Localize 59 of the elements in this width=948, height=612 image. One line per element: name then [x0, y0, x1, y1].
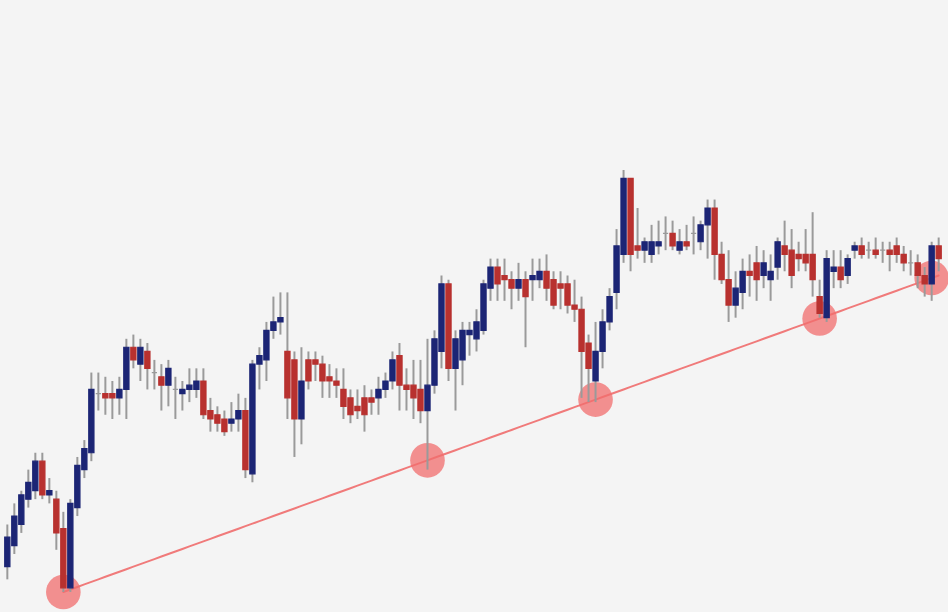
candlestick: [452, 329, 459, 412]
candlestick: [872, 236, 879, 260]
candlestick: [158, 363, 165, 412]
candlestick: [354, 388, 361, 420]
candlestick: [746, 253, 753, 298]
candlestick: [648, 223, 655, 264]
candlestick: [396, 342, 403, 412]
candlestick: [669, 219, 676, 252]
candlestick: [543, 253, 550, 302]
candlestick: [935, 236, 942, 273]
candlestick: [501, 257, 508, 302]
candlestick: [417, 358, 424, 425]
candlestick: [683, 223, 690, 252]
candlestick: [655, 219, 662, 256]
candlestick: [410, 358, 417, 420]
candlestick: [123, 337, 130, 420]
candlestick: [424, 337, 431, 471]
candlestick: [144, 342, 151, 391]
candlestick: [928, 240, 935, 302]
candlestick: [298, 346, 305, 446]
candlestick: [788, 228, 795, 290]
candlestick: [739, 257, 746, 311]
candlestick: [214, 405, 221, 433]
candlestick: [858, 236, 865, 260]
candlestick: [515, 261, 522, 302]
candlestick: [193, 367, 200, 399]
candlestick: [361, 384, 368, 433]
candlestick: [186, 367, 193, 404]
candlestick: [319, 354, 326, 399]
candlestick: [837, 249, 844, 290]
candlestick: [375, 375, 382, 416]
candlestick: [32, 451, 39, 501]
candlestick: [802, 228, 809, 273]
candlestick: [557, 270, 564, 311]
candlestick: [389, 350, 396, 391]
candlestick: [725, 249, 732, 323]
candlestick: [886, 240, 893, 273]
candlestick: [564, 274, 571, 315]
candlestick: [326, 363, 333, 399]
candlestick: [235, 392, 242, 433]
candlestick: [704, 198, 711, 260]
point: [410, 443, 445, 478]
candlestick: [130, 333, 137, 370]
candlestick: [914, 253, 921, 290]
candlestick: [109, 380, 116, 420]
candlestick: [221, 409, 228, 437]
candlestick: [137, 337, 144, 382]
candlestick: [340, 367, 347, 420]
candlestick: [795, 240, 802, 273]
candlestick: [753, 244, 760, 302]
candlestick: [711, 198, 718, 281]
candlestick: [676, 228, 683, 256]
candlestick: [900, 244, 907, 273]
candlestick: [228, 401, 235, 433]
candlestick: [466, 320, 473, 357]
candlestick: [39, 451, 46, 501]
candlestick: [893, 236, 900, 264]
candlestick: [102, 375, 109, 416]
candlestick: [494, 257, 501, 302]
